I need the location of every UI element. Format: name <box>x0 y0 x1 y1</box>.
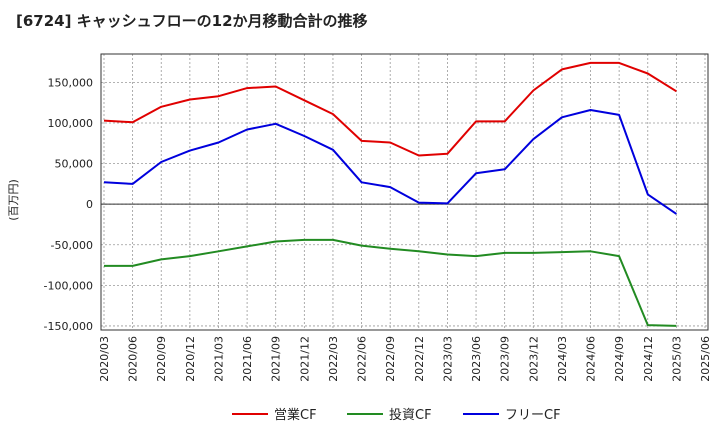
x-tick-label: 2020/09 <box>155 336 168 382</box>
y-tick-label: -150,000 <box>44 320 93 333</box>
series-line <box>103 109 677 215</box>
x-tick-label: 2023/09 <box>499 336 512 382</box>
x-tick-label: 2022/03 <box>327 336 340 382</box>
x-tick-label: 2023/12 <box>527 336 540 382</box>
legend-label: 投資CF <box>389 407 432 423</box>
x-tick-label: 2024/06 <box>585 336 598 382</box>
x-tick-label: 2021/06 <box>241 336 254 382</box>
x-tick-label: 2021/12 <box>298 336 311 382</box>
x-tick-label: 2022/09 <box>384 336 397 382</box>
x-tick-label: 2025/06 <box>699 336 712 382</box>
x-tick-label: 2022/06 <box>356 336 369 382</box>
x-tick-label: 2021/09 <box>270 336 283 382</box>
x-tick-label: 2024/03 <box>556 336 569 382</box>
x-tick-label: 2021/03 <box>212 336 225 382</box>
series-line <box>104 238 677 327</box>
x-tick-label: 2020/06 <box>127 336 140 382</box>
legend-label: 営業CF <box>274 407 317 423</box>
y-tick-label: 50,000 <box>55 158 94 171</box>
x-tick-label: 2024/12 <box>642 336 655 382</box>
legend: 営業CF 投資CF フリーCF <box>232 407 561 423</box>
axes: 150,000 100,000 50,000 0 -50,000 -100,000 -150… <box>44 53 712 382</box>
y-tick-label: -50,000 <box>51 239 93 252</box>
series-line <box>103 61 677 157</box>
x-tick-label: 2025/03 <box>670 336 683 382</box>
x-tick-label: 2024/09 <box>613 336 626 382</box>
y-tick-label: 0 <box>86 198 93 211</box>
legend-label: フリーCF <box>505 408 561 423</box>
y-tick-label: 100,000 <box>48 117 94 130</box>
plot-area <box>101 54 708 330</box>
chart-title: [6724] キャッシュフローの12か月移動合計の推移 <box>16 12 368 30</box>
x-tick-label: 2023/03 <box>441 336 454 382</box>
series-lines <box>103 61 677 327</box>
x-tick-label: 2020/03 <box>98 336 111 382</box>
y-axis-label: (百万円) <box>7 179 20 221</box>
plot-frame <box>100 53 709 331</box>
x-tick-label: 2020/12 <box>184 336 197 382</box>
x-tick-label: 2022/12 <box>413 336 426 382</box>
y-tick-label: -100,000 <box>44 279 93 292</box>
x-tick-label: 2023/06 <box>470 336 483 382</box>
y-tick-label: 150,000 <box>48 76 94 89</box>
